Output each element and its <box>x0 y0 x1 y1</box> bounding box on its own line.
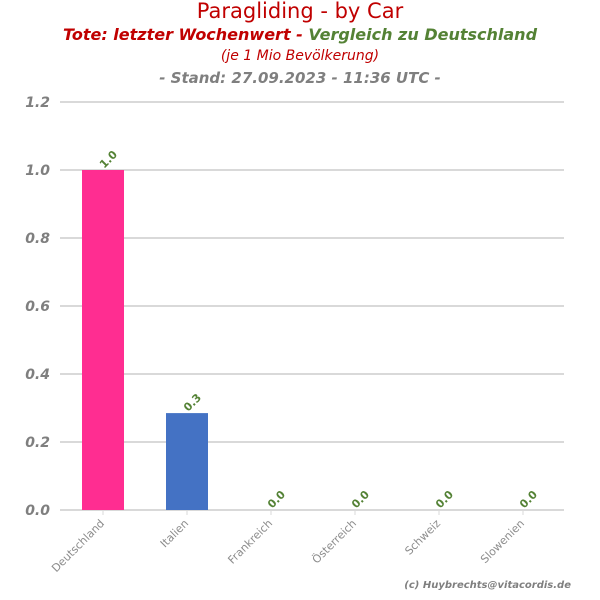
credit: (c) Huybrechts@vitacordis.de <box>404 580 571 591</box>
data-label: 0.0 <box>265 488 288 511</box>
chart-subtitle-2: (je 1 Mio Bevölkerung) <box>220 48 380 64</box>
data-label: 0.0 <box>517 488 540 511</box>
x-tick-label: Schweiz <box>402 517 443 558</box>
x-tick-label: Frankreich <box>225 517 275 567</box>
x-tick-label: Slowenien <box>478 517 527 566</box>
y-tick-label: 1.0 <box>25 163 50 179</box>
subtitle-part2: Vergleich zu Deutschland <box>308 25 538 44</box>
data-label: 0.3 <box>181 391 204 414</box>
x-tick-label: Italien <box>158 517 191 550</box>
y-tick-label: 1.2 <box>25 95 50 111</box>
data-label: 0.0 <box>433 488 456 511</box>
bar <box>166 413 208 510</box>
y-tick-label: 0.0 <box>25 503 50 519</box>
data-label: 0.0 <box>349 488 372 511</box>
subtitle-part1: Tote: letzter Wochenwert - <box>62 25 309 44</box>
x-tick-label: Österreich <box>310 517 359 566</box>
chart-title: Paragliding - by Car <box>196 0 404 23</box>
chart-subtitle: Tote: letzter Wochenwert - Vergleich zu … <box>0 25 600 44</box>
x-tick-label: Deutschland <box>49 517 107 575</box>
bar <box>82 170 124 510</box>
data-label: 1.0 <box>97 148 120 171</box>
y-tick-label: 0.6 <box>25 299 50 315</box>
y-tick-label: 0.4 <box>25 367 50 383</box>
y-tick-label: 0.8 <box>25 231 50 247</box>
y-tick-label: 0.2 <box>25 435 50 451</box>
chart-timestamp: - Stand: 27.09.2023 - 11:36 UTC - <box>159 69 441 87</box>
